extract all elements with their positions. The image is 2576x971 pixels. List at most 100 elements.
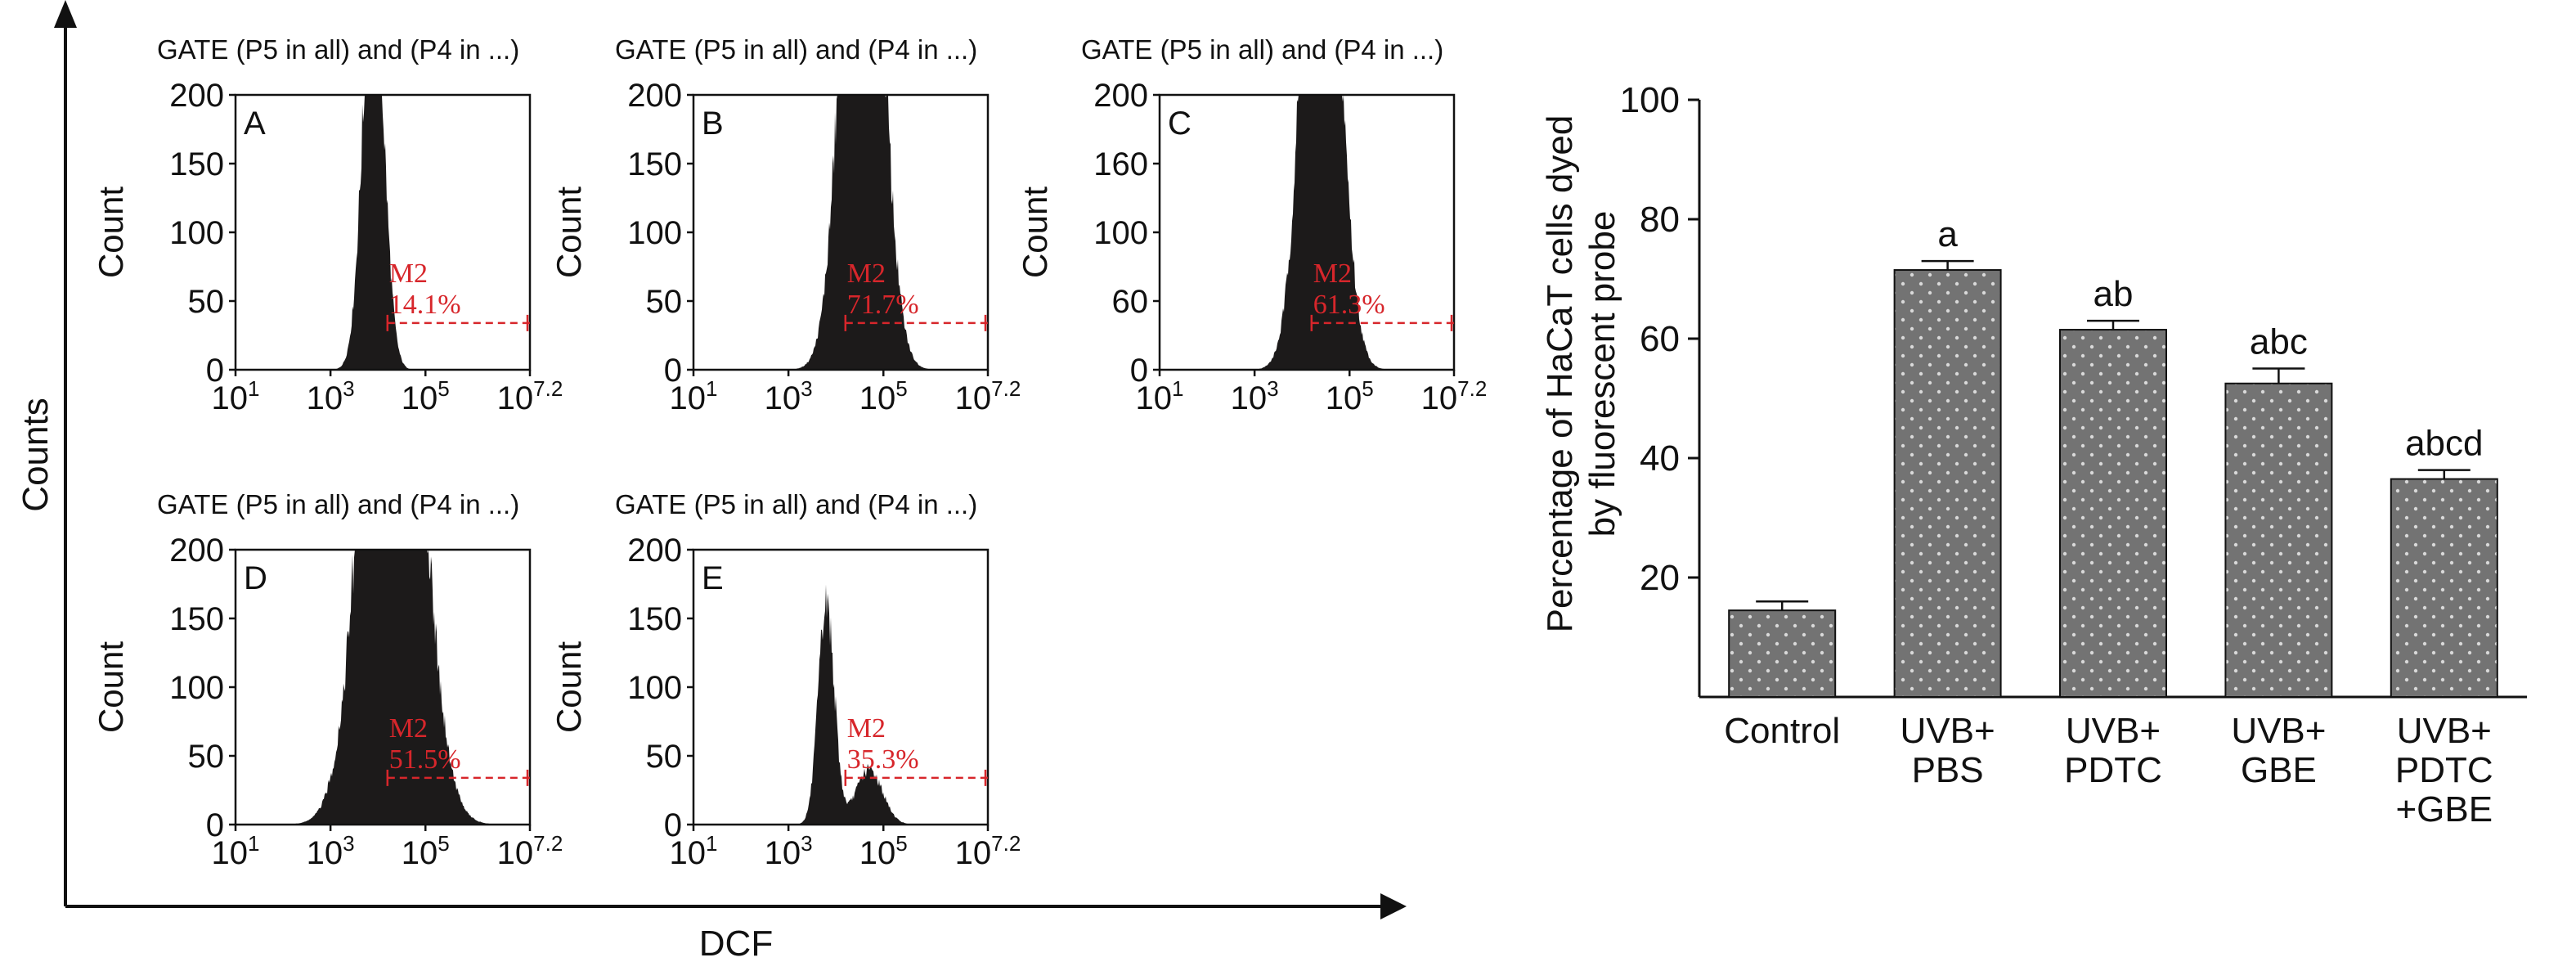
x-tick-base: 10 [1326,380,1362,416]
histogram-area [693,95,988,370]
y-axis-label: Count [92,641,130,733]
panel-letter: E [702,560,724,596]
outer-y-axis-arrow [54,0,77,28]
category-label: UVB+ [1901,711,1995,751]
histogram-panel-e: GATE (P5 in all) and (P4 in ...)E2001501… [550,489,1021,871]
outer-x-axis-label: DCF [699,924,773,964]
bar-y-tick-label: 100 [1620,80,1680,120]
y-axis-label: Count [550,187,588,278]
x-tick-exponent: 3 [801,831,812,856]
x-tick-base: 10 [859,380,896,416]
category-label: Control [1724,711,1840,751]
bar-y-axis-label-line: by fluorescent probe [1582,211,1622,537]
significance-label: abcd [2405,424,2483,464]
x-tick-label: 105 [859,376,908,416]
y-tick-label: 200 [169,78,224,114]
y-tick-label: 0 [206,807,224,843]
x-tick-exponent: 1 [248,376,259,401]
x-tick-label: 103 [765,831,813,871]
bar [1728,609,1837,699]
x-tick-exponent: 1 [706,831,717,856]
x-tick-base: 10 [402,380,438,416]
bar-y-axis-label-line: Percentage of HaCaT cells dyed [1540,115,1580,633]
histogram-panel-a: GATE (P5 in all) and (P4 in ...)A2001501… [92,34,563,416]
x-tick-base: 10 [1136,380,1173,416]
y-tick-label: 160 [1093,146,1148,182]
x-tick-base: 10 [1231,380,1268,416]
x-tick-label: 101 [670,376,718,416]
panel-title: GATE (P5 in all) and (P4 in ...) [157,489,519,519]
x-tick-label: 105 [402,376,450,416]
histogram-panel-c: GATE (P5 in all) and (P4 in ...)C2001601… [1016,34,1487,416]
x-tick-label: 105 [1326,376,1374,416]
y-tick-label: 100 [1093,215,1148,251]
x-tick-exponent: 5 [895,831,907,856]
y-tick-label: 150 [627,601,682,637]
y-tick-label: 150 [169,601,224,637]
x-tick-exponent: 7.2 [533,376,563,401]
x-tick-exponent: 5 [438,831,449,856]
x-tick-exponent: 7.2 [1457,376,1487,401]
bar [2390,478,2498,698]
panel-title: GATE (P5 in all) and (P4 in ...) [1081,34,1443,65]
x-tick-label: 103 [765,376,813,416]
gate-name: M2 [1313,258,1352,289]
histogram-area [236,95,530,370]
y-axis-label: Count [1016,187,1054,278]
x-tick-exponent: 1 [706,376,717,401]
x-tick-label: 103 [1231,376,1279,416]
y-tick-label: 100 [169,215,224,251]
x-tick-exponent: 1 [248,831,259,856]
category-label: UVB+ [2397,711,2492,751]
significance-label: ab [2094,274,2134,314]
category-label: PDTC [2064,750,2162,790]
y-tick-label: 50 [188,739,225,775]
y-tick-label: 0 [664,807,682,843]
x-tick-label: 105 [859,831,908,871]
bar [2059,329,2167,698]
bar-y-tick-label: 60 [1640,319,1680,359]
y-tick-label: 200 [627,533,682,569]
x-tick-label: 107.2 [497,376,563,416]
x-tick-exponent: 5 [1362,376,1373,401]
y-axis-label: Count [92,187,130,278]
bar [2224,382,2333,698]
x-tick-label: 107.2 [497,831,563,871]
bar-y-tick-label: 40 [1640,438,1680,479]
y-tick-label: 50 [646,284,683,320]
x-tick-base: 10 [307,380,343,416]
x-tick-exponent: 3 [343,376,354,401]
y-tick-label: 60 [1112,284,1149,320]
gate-name: M2 [847,713,886,744]
gate-name: M2 [389,713,428,744]
y-tick-label: 200 [1093,78,1148,114]
category-label: PBS [1912,750,1984,790]
gate-name: M2 [847,258,886,289]
y-tick-label: 200 [169,533,224,569]
outer-axes: DCF Counts [16,0,1407,964]
x-tick-label: 105 [402,831,450,871]
x-tick-exponent: 7.2 [533,831,563,856]
panel-title: GATE (P5 in all) and (P4 in ...) [157,34,519,65]
x-tick-base: 10 [670,380,707,416]
histogram-area [236,550,530,825]
x-tick-exponent: 3 [801,376,812,401]
panel-letter: A [244,106,266,142]
x-tick-label: 107.2 [955,831,1021,871]
histogram-area [693,584,988,825]
panel-title: GATE (P5 in all) and (P4 in ...) [615,34,977,65]
x-tick-base: 10 [859,835,896,871]
gate-percent: 61.3% [1313,290,1385,320]
y-axis-label: Count [550,641,588,733]
x-tick-label: 101 [1136,376,1184,416]
x-tick-exponent: 5 [438,376,449,401]
x-tick-label: 101 [212,376,260,416]
significance-label: abc [2250,322,2308,362]
bar [1893,269,2002,698]
y-tick-label: 100 [627,670,682,706]
y-tick-label: 0 [664,353,682,389]
x-tick-base: 10 [765,380,801,416]
outer-y-axis-label: Counts [16,398,56,511]
category-label: UVB+ [2231,711,2326,751]
panel-title: GATE (P5 in all) and (P4 in ...) [615,489,977,519]
